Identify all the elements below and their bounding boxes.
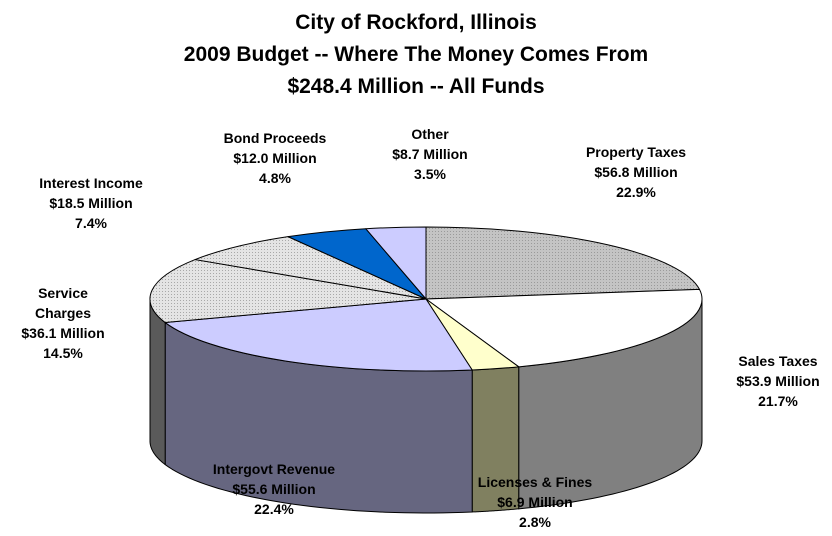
slice-property-taxes	[425, 226, 700, 300]
slice-label-percent: 14.5%	[43, 345, 83, 361]
slice-other	[365, 226, 427, 300]
slice-label-property-taxes: Property Taxes $56.8 Million 22.9%	[586, 144, 686, 200]
slice-label-percent: 22.9%	[616, 184, 656, 200]
slice-label-name: Service	[38, 285, 88, 301]
chart-title-line-1: City of Rockford, Illinois	[295, 11, 537, 34]
slice-label-intergovt-revenue: Intergovt Revenue $55.6 Million 22.4%	[213, 461, 335, 517]
slice-label-percent: 2.8%	[519, 514, 551, 530]
slice-interest-income	[194, 236, 427, 300]
slice-sales-taxes	[425, 288, 703, 368]
slice-label-amount: $36.1 Million	[21, 325, 104, 341]
slice-label-amount: $56.8 Million	[594, 164, 677, 180]
slice-service-charges	[149, 259, 427, 324]
slice-label-service-charges: Service Charges $36.1 Million 14.5%	[21, 285, 104, 361]
chart-title-line-2: 2009 Budget -- Where The Money Comes Fro…	[184, 43, 648, 66]
pie-side-walls	[149, 298, 703, 514]
slice-label-name: Bond Proceeds	[224, 130, 327, 146]
slice-label-name: Intergovt Revenue	[213, 461, 335, 477]
chart-title-line-3: $248.4 Million -- All Funds	[287, 75, 544, 98]
slice-label-other: Other $8.7 Million 3.5%	[392, 126, 467, 182]
slice-label-name: Interest Income	[39, 175, 143, 191]
slice-label-name: Charges	[35, 305, 91, 321]
slice-label-amount: $6.9 Million	[497, 494, 572, 510]
slice-label-amount: $55.6 Million	[232, 481, 315, 497]
slice-label-amount: $53.9 Million	[736, 373, 819, 389]
slice-label-interest-income: Interest Income $18.5 Million 7.4%	[39, 175, 143, 231]
slice-label-percent: 22.4%	[254, 501, 294, 517]
slice-label-percent: 4.8%	[259, 170, 291, 186]
pie-top-faces	[149, 226, 703, 372]
slice-label-percent: 3.5%	[414, 166, 446, 182]
slice-labels: Property Taxes $56.8 Million 22.9% Sales Ta…	[21, 126, 819, 530]
slice-label-sales-taxes: Sales Taxes $53.9 Million 21.7%	[736, 353, 819, 409]
slice-label-amount: $12.0 Million	[233, 150, 316, 166]
slice-intergovt-revenue	[164, 298, 473, 372]
slice-label-amount: $8.7 Million	[392, 146, 467, 162]
slice-label-bond-proceeds: Bond Proceeds $12.0 Million 4.8%	[224, 130, 327, 186]
slice-label-percent: 21.7%	[758, 393, 798, 409]
slice-label-name: Licenses & Fines	[478, 474, 593, 490]
slice-side-service-charges	[149, 298, 166, 466]
slice-label-amount: $18.5 Million	[49, 195, 132, 211]
chart-title: City of Rockford, Illinois 2009 Budget -…	[184, 11, 648, 98]
slice-label-name: Sales Taxes	[738, 353, 817, 369]
slice-label-name: Other	[411, 126, 449, 142]
slice-label-percent: 7.4%	[75, 215, 107, 231]
slice-side-licenses-fines	[471, 366, 520, 513]
slice-label-name: Property Taxes	[586, 144, 686, 160]
slice-label-licenses-fines: Licenses & Fines $6.9 Million 2.8%	[478, 474, 593, 530]
